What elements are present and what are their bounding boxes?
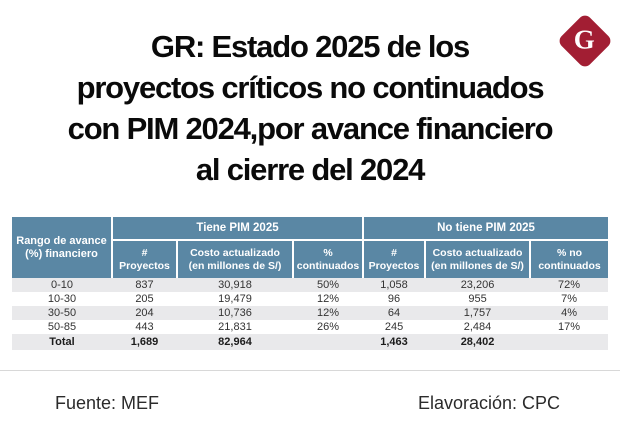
cell-range: 0-10 xyxy=(12,278,112,292)
cell-num-proyectos: 1,689 xyxy=(112,334,177,350)
cell-range: 50-85 xyxy=(12,320,112,334)
subheader-line: (en millones de S/) xyxy=(431,259,524,272)
table-row-0-10: 0-10 837 30,918 50% 1,058 23,206 72% xyxy=(12,278,609,292)
subheader-costo-1: Costo actualizado (en millones de S/) xyxy=(176,240,293,278)
cell-costo: 28,402 xyxy=(425,334,531,350)
subheader-proyectos-2: # Proyectos xyxy=(362,240,426,278)
cell-costo: 955 xyxy=(425,292,531,306)
subheader-line: Costo actualizado xyxy=(190,247,280,259)
title-line: proyectos críticos no continuados xyxy=(76,70,545,105)
subheader-line: % no xyxy=(556,247,583,259)
subheader-costo-2: Costo actualizado (en millones de S/) xyxy=(424,240,531,278)
cell-range: 30-50 xyxy=(12,306,112,320)
cell-costo: 1,757 xyxy=(425,306,531,320)
group-header-no-tiene-pim: No tiene PIM 2025 xyxy=(362,217,609,241)
cell-num-proyectos: 245 xyxy=(363,320,426,334)
credit-label: Elavoración: CPC xyxy=(417,393,560,413)
group-header-tiene-pim: Tiene PIM 2025 xyxy=(110,217,364,241)
cell-range: Total xyxy=(12,334,112,350)
corner-header-line2: (%) financiero xyxy=(25,247,98,260)
cell-pct-continuados: 50% xyxy=(293,278,364,292)
cell-costo: 21,831 xyxy=(177,320,293,334)
cell-pct-no-continuados: 17% xyxy=(530,320,609,334)
cell-num-proyectos: 96 xyxy=(363,292,426,306)
cell-pct-no-continuados xyxy=(530,334,609,350)
corner-header-line1: Rango de avance xyxy=(16,234,107,247)
table-row-total: Total 1,689 82,964 1,463 28,402 xyxy=(12,334,609,350)
cell-costo: 19,479 xyxy=(177,292,293,306)
subheader-line: continuados xyxy=(538,259,601,272)
table-row-30-50: 30-50 204 10,736 12% 64 1,757 4% xyxy=(12,306,609,320)
cell-pct-no-continuados: 7% xyxy=(530,292,609,306)
cell-costo: 10,736 xyxy=(177,306,293,320)
subheader-line: (en millones de S/) xyxy=(188,259,282,272)
cell-num-proyectos: 1,463 xyxy=(363,334,426,350)
cell-pct-no-continuados: 72% xyxy=(530,278,609,292)
cell-num-proyectos: 837 xyxy=(112,278,177,292)
cell-pct-continuados: 12% xyxy=(293,292,364,306)
projects-data-table: Rango de avance (%) financiero Tiene PIM… xyxy=(12,217,609,350)
subheader-line: # xyxy=(391,247,397,259)
table-row-50-85: 50-85 443 21,831 26% 245 2,484 17% xyxy=(12,320,609,334)
footer-divider xyxy=(0,370,620,371)
subheader-line: Proyectos xyxy=(119,259,170,272)
cell-num-proyectos: 204 xyxy=(112,306,177,320)
subheader-line: continuados xyxy=(296,259,360,272)
cell-pct-no-continuados: 4% xyxy=(530,306,609,320)
cell-range: 10-30 xyxy=(12,292,112,306)
title-line: con PIM 2024,por avance financiero xyxy=(67,111,554,146)
subheader-line: % xyxy=(323,247,333,259)
cell-num-proyectos: 205 xyxy=(112,292,177,306)
table-row-10-30: 10-30 205 19,479 12% 96 955 7% xyxy=(12,292,609,306)
corner-header-cell: Rango de avance (%) financiero xyxy=(12,217,112,278)
subheader-pct-continuados: % continuados xyxy=(291,240,364,278)
subheader-line: Proyectos xyxy=(368,259,420,272)
cell-num-proyectos: 443 xyxy=(112,320,177,334)
cell-pct-continuados: 26% xyxy=(293,320,364,334)
source-label: Fuente: MEF xyxy=(55,393,160,413)
cell-costo: 30,918 xyxy=(177,278,293,292)
cell-pct-continuados: 12% xyxy=(293,306,364,320)
cell-costo: 23,206 xyxy=(425,278,531,292)
title-line: al cierre del 2024 xyxy=(195,152,426,187)
cell-costo: 82,964 xyxy=(177,334,293,350)
table-group-header-row: Rango de avance (%) financiero Tiene PIM… xyxy=(12,217,609,278)
cell-num-proyectos: 1,058 xyxy=(363,278,426,292)
subheader-pct-no-continuados: % no continuados xyxy=(529,240,609,278)
table-subheader-row: # Proyectos Costo actualizado (en millon… xyxy=(12,240,609,278)
cell-num-proyectos: 64 xyxy=(363,306,426,320)
title-line: GR: Estado 2025 de los xyxy=(150,29,470,64)
subheader-proyectos-1: # Proyectos xyxy=(111,240,177,278)
page-title: GR: Estado 2025 de los proyectos crítico… xyxy=(0,26,620,190)
subheader-line: Costo actualizado xyxy=(432,247,523,259)
subheader-line: # xyxy=(141,247,148,259)
cell-pct-continuados xyxy=(293,334,364,350)
footer: Fuente: MEF Elavoración: CPC xyxy=(0,393,620,414)
cell-costo: 2,484 xyxy=(425,320,531,334)
